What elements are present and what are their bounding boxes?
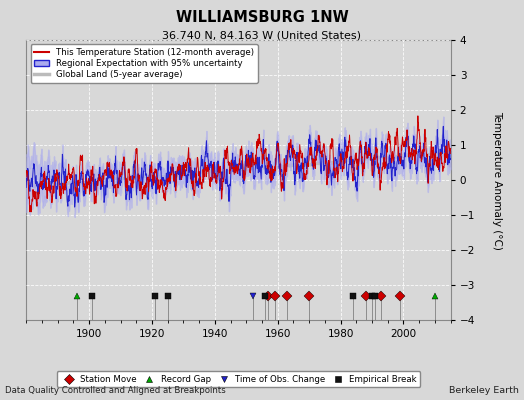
Text: Berkeley Earth: Berkeley Earth bbox=[449, 386, 519, 395]
Text: WILLIAMSBURG 1NW: WILLIAMSBURG 1NW bbox=[176, 10, 348, 25]
Y-axis label: Temperature Anomaly (°C): Temperature Anomaly (°C) bbox=[492, 110, 501, 250]
Legend: Station Move, Record Gap, Time of Obs. Change, Empirical Break: Station Move, Record Gap, Time of Obs. C… bbox=[57, 371, 420, 387]
Text: Data Quality Controlled and Aligned at Breakpoints: Data Quality Controlled and Aligned at B… bbox=[5, 386, 226, 395]
Text: 36.740 N, 84.163 W (United States): 36.740 N, 84.163 W (United States) bbox=[162, 30, 362, 40]
